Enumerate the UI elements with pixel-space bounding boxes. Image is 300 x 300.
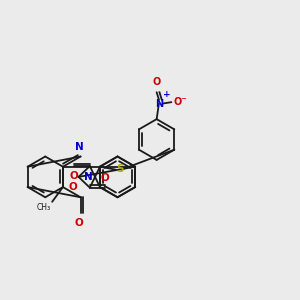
Text: N: N <box>84 172 92 182</box>
Text: +: + <box>163 90 170 99</box>
Text: O: O <box>101 173 110 183</box>
Text: N: N <box>155 99 163 109</box>
Text: O: O <box>70 171 79 181</box>
Text: O: O <box>152 77 161 87</box>
Text: CH₃: CH₃ <box>37 203 51 212</box>
Text: O: O <box>174 97 182 107</box>
Text: ⁻: ⁻ <box>180 96 186 106</box>
Text: O: O <box>75 218 83 228</box>
Text: O: O <box>69 182 77 192</box>
Text: N: N <box>75 142 83 152</box>
Text: S: S <box>117 164 124 174</box>
